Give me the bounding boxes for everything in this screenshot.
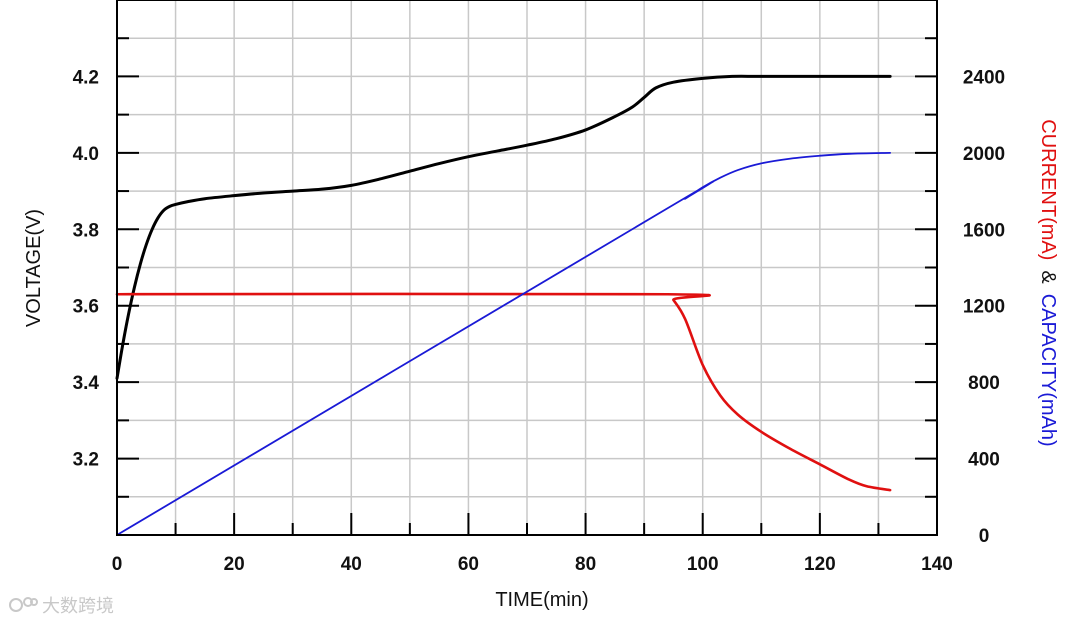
x-tick-label: 60 [458, 554, 479, 575]
watermark-text: 大数跨境 [42, 596, 114, 617]
current-axis-title: CURRENT(mA) [1037, 119, 1059, 260]
y-left-tick-label: 3.2 [73, 450, 99, 471]
y-right-tick-label: 2400 [963, 67, 1005, 88]
y-right-tick-label: 400 [968, 450, 1000, 471]
y-right-tick-label: 0 [979, 526, 990, 547]
x-tick-label: 40 [341, 554, 362, 575]
y-right-tick-labels: 0 400 800 1200 1600 2000 2400 [963, 67, 1005, 547]
svg-text:CURRENT(mA)&CAPACITY(mAh): CURRENT(mA) & CAPACITY(mAh) [1037, 119, 1059, 446]
y-left-axis-title: VOLTAGE(V) [23, 209, 45, 327]
capacity-line [116, 151, 892, 536]
x-tick-label: 0 [112, 554, 123, 575]
x-tick-label: 20 [224, 554, 245, 575]
y-right-axis-title: CURRENT(mA) & CAPACITY(mAh) [1037, 119, 1059, 446]
capacity-axis-title: CAPACITY(mAh) [1037, 294, 1059, 447]
axis-title-ampersand: & [1037, 270, 1059, 284]
watermark-logo-icon [9, 597, 38, 612]
y-right-tick-label: 800 [968, 373, 1000, 394]
y-left-tick-labels: 3.2 3.4 3.6 3.8 4.0 4.2 [73, 67, 100, 470]
y-left-tick-label: 4.0 [73, 144, 99, 165]
y-left-tick-label: 3.8 [73, 220, 99, 241]
x-tick-labels: 0 20 40 60 80 100 120 140 [112, 554, 953, 575]
x-tick-label: 100 [687, 554, 719, 575]
current-line [115, 292, 892, 492]
y-right-tick-label: 2000 [963, 144, 1005, 165]
x-tick-label: 120 [804, 554, 836, 575]
watermark: 大数跨境 [8, 592, 114, 618]
grid-lines [117, 0, 937, 535]
y-right-tick-label: 1600 [963, 220, 1005, 241]
y-left-tick-label: 3.6 [73, 297, 99, 318]
y-left-tick-label: 3.4 [73, 373, 100, 394]
x-tick-label: 80 [575, 554, 596, 575]
x-axis-title: TIME(min) [495, 589, 588, 611]
data-series [115, 74, 892, 536]
x-tick-label: 140 [921, 554, 953, 575]
y-left-tick-label: 4.2 [73, 67, 99, 88]
y-right-tick-label: 1200 [963, 297, 1005, 318]
voltage-line [115, 74, 892, 380]
plot-frame [116, 0, 938, 536]
